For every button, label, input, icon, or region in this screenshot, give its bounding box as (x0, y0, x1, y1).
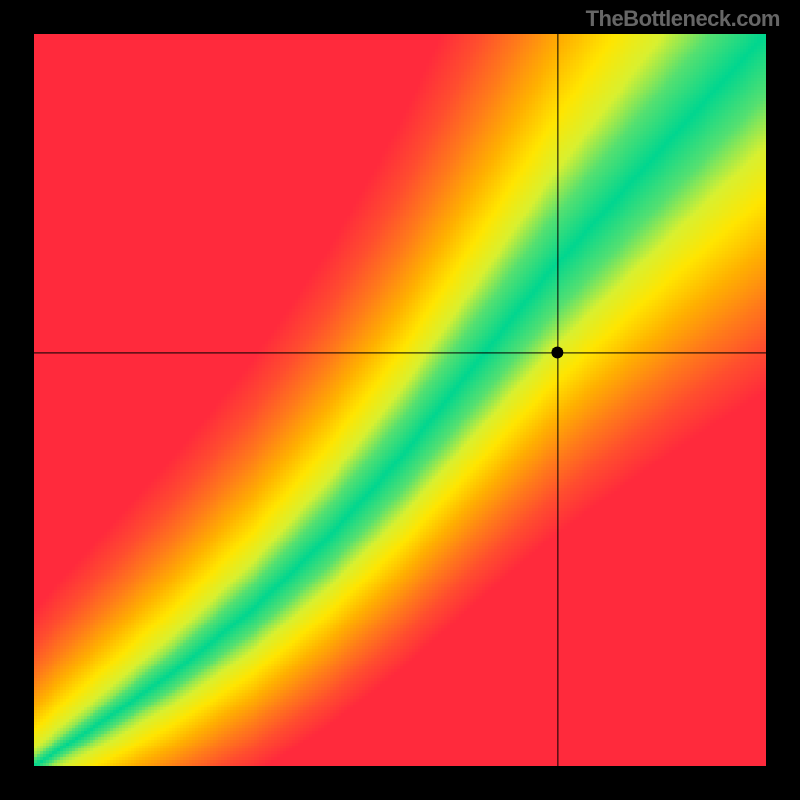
plot-area (34, 34, 766, 766)
chart-container: TheBottleneck.com (0, 0, 800, 800)
watermark-text: TheBottleneck.com (586, 6, 780, 32)
heatmap-canvas (34, 34, 766, 766)
